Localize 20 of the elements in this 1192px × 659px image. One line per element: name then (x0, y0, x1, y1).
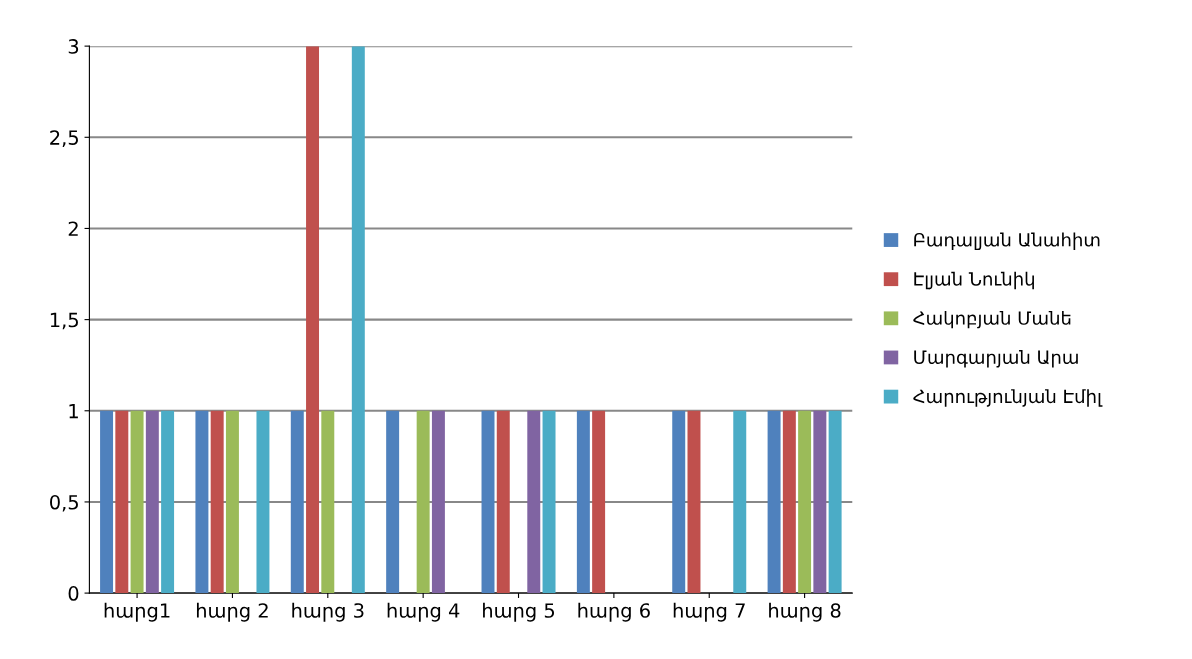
x-tick-label: հարց 2 (196, 602, 268, 622)
x-tick-label: հարց 6 (578, 602, 650, 622)
y-tick-label: 2 (68, 221, 78, 236)
x-tick-label: հարց 7 (673, 602, 745, 622)
x-tick-label: հարց1 (104, 602, 170, 622)
y-tick-label: 1 (69, 403, 78, 419)
y-tick-label: 3 (68, 39, 79, 54)
x-tick-label: հարց 8 (769, 602, 841, 622)
y-tick-label: 0 (68, 586, 79, 601)
legend-label: Հակոբյան Մանե (913, 310, 1071, 329)
legend-label: Բադալյան Անահիտ (914, 232, 1100, 251)
x-tick-label: հարց 3 (292, 602, 364, 622)
legend-label: Հարությունյան Էմիլ (913, 389, 1103, 407)
y-tick-label: 0,5 (50, 494, 78, 512)
x-tick-label: հարց 5 (483, 602, 555, 622)
y-tick-label: 2,5 (50, 130, 78, 147)
y-tick-label: 1,5 (50, 312, 78, 330)
legend-label: Էլյան Նունիկ (914, 271, 1034, 290)
x-tick-label: հարց 4 (387, 602, 460, 622)
legend-label: Մարգարյան Արա (914, 350, 1078, 368)
